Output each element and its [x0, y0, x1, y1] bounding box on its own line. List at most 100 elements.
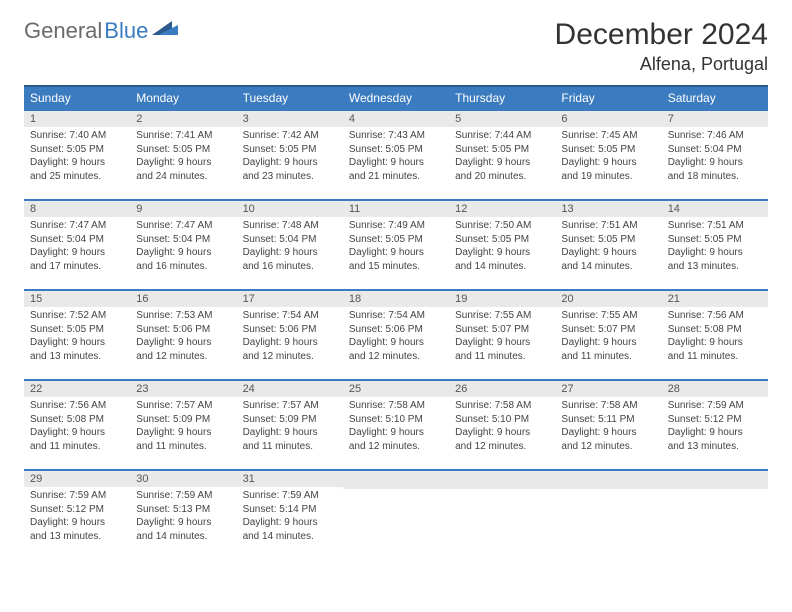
- day-info: Sunrise: 7:47 AMSunset: 5:04 PMDaylight:…: [24, 217, 130, 277]
- sunrise-label: Sunrise:: [30, 310, 67, 321]
- daylight-label: Daylight:: [455, 157, 494, 168]
- sunset-value: 5:04 PM: [279, 234, 316, 245]
- daylight-label: Daylight:: [561, 337, 600, 348]
- day-info: Sunrise: 7:44 AMSunset: 5:05 PMDaylight:…: [449, 127, 555, 187]
- calendar-week-row: 29Sunrise: 7:59 AMSunset: 5:12 PMDayligh…: [24, 470, 768, 559]
- sunrise-label: Sunrise:: [136, 310, 173, 321]
- sunrise-label: Sunrise:: [455, 220, 492, 231]
- day-number: 29: [24, 471, 130, 487]
- daylight-label: Daylight:: [455, 427, 494, 438]
- sunset-value: 5:12 PM: [704, 414, 741, 425]
- sunrise-label: Sunrise:: [349, 400, 386, 411]
- calendar-day-cell: [449, 470, 555, 559]
- sunset-label: Sunset:: [243, 324, 277, 335]
- sunrise-label: Sunrise:: [455, 130, 492, 141]
- location: Alfena, Portugal: [555, 54, 768, 75]
- day-number: 20: [555, 291, 661, 307]
- day-number: 13: [555, 201, 661, 217]
- sunset-label: Sunset:: [668, 414, 702, 425]
- sunset-label: Sunset:: [136, 324, 170, 335]
- sunset-label: Sunset:: [455, 234, 489, 245]
- sunrise-label: Sunrise:: [136, 400, 173, 411]
- day-number: 11: [343, 201, 449, 217]
- sunset-label: Sunset:: [668, 144, 702, 155]
- sunrise-label: Sunrise:: [243, 220, 280, 231]
- sunrise-label: Sunrise:: [30, 490, 67, 501]
- sunrise-label: Sunrise:: [455, 400, 492, 411]
- sunset-value: 5:05 PM: [279, 144, 316, 155]
- sunrise-value: 7:55 AM: [601, 310, 638, 321]
- sunrise-value: 7:42 AM: [282, 130, 319, 141]
- daylight-label: Daylight:: [243, 247, 282, 258]
- sunrise-value: 7:59 AM: [69, 490, 106, 501]
- day-info: Sunrise: 7:46 AMSunset: 5:04 PMDaylight:…: [662, 127, 768, 187]
- calendar-day-cell: 1Sunrise: 7:40 AMSunset: 5:05 PMDaylight…: [24, 110, 130, 200]
- day-info: Sunrise: 7:59 AMSunset: 5:13 PMDaylight:…: [130, 487, 236, 547]
- calendar-page: GeneralBlue December 2024 Alfena, Portug…: [0, 0, 792, 577]
- day-info: Sunrise: 7:49 AMSunset: 5:05 PMDaylight:…: [343, 217, 449, 277]
- daylight-label: Daylight:: [243, 337, 282, 348]
- calendar-day-cell: 18Sunrise: 7:54 AMSunset: 5:06 PMDayligh…: [343, 290, 449, 380]
- month-title: December 2024: [555, 18, 768, 52]
- day-number: 28: [662, 381, 768, 397]
- calendar-day-cell: 8Sunrise: 7:47 AMSunset: 5:04 PMDaylight…: [24, 200, 130, 290]
- sunrise-label: Sunrise:: [243, 130, 280, 141]
- calendar-week-row: 8Sunrise: 7:47 AMSunset: 5:04 PMDaylight…: [24, 200, 768, 290]
- sunrise-value: 7:58 AM: [388, 400, 425, 411]
- day-number: 23: [130, 381, 236, 397]
- day-info: Sunrise: 7:47 AMSunset: 5:04 PMDaylight:…: [130, 217, 236, 277]
- sunset-label: Sunset:: [243, 504, 277, 515]
- daylight-label: Daylight:: [136, 427, 175, 438]
- daylight-label: Daylight:: [30, 427, 69, 438]
- sunset-value: 5:05 PM: [67, 144, 104, 155]
- day-number: 17: [237, 291, 343, 307]
- day-info: Sunrise: 7:54 AMSunset: 5:06 PMDaylight:…: [343, 307, 449, 367]
- day-info: Sunrise: 7:56 AMSunset: 5:08 PMDaylight:…: [662, 307, 768, 367]
- sunset-value: 5:10 PM: [386, 414, 423, 425]
- sunset-label: Sunset:: [243, 234, 277, 245]
- sunset-value: 5:09 PM: [279, 414, 316, 425]
- day-number: 18: [343, 291, 449, 307]
- daylight-label: Daylight:: [30, 157, 69, 168]
- sunset-label: Sunset:: [30, 144, 64, 155]
- sunset-value: 5:13 PM: [173, 504, 210, 515]
- sunrise-label: Sunrise:: [30, 400, 67, 411]
- sunrise-label: Sunrise:: [561, 130, 598, 141]
- daylight-label: Daylight:: [349, 157, 388, 168]
- daylight-label: Daylight:: [455, 337, 494, 348]
- day-info: Sunrise: 7:53 AMSunset: 5:06 PMDaylight:…: [130, 307, 236, 367]
- sunrise-label: Sunrise:: [561, 220, 598, 231]
- sunset-label: Sunset:: [668, 234, 702, 245]
- sunrise-value: 7:47 AM: [176, 220, 213, 231]
- calendar-day-cell: [662, 470, 768, 559]
- day-info: Sunrise: 7:43 AMSunset: 5:05 PMDaylight:…: [343, 127, 449, 187]
- sunset-value: 5:12 PM: [67, 504, 104, 515]
- daylight-label: Daylight:: [561, 157, 600, 168]
- calendar-day-cell: 7Sunrise: 7:46 AMSunset: 5:04 PMDaylight…: [662, 110, 768, 200]
- day-info: Sunrise: 7:51 AMSunset: 5:05 PMDaylight:…: [555, 217, 661, 277]
- daylight-label: Daylight:: [136, 247, 175, 258]
- day-info: Sunrise: 7:55 AMSunset: 5:07 PMDaylight:…: [449, 307, 555, 367]
- day-number: 1: [24, 111, 130, 127]
- daylight-label: Daylight:: [561, 247, 600, 258]
- calendar-day-cell: 25Sunrise: 7:58 AMSunset: 5:10 PMDayligh…: [343, 380, 449, 470]
- sunset-value: 5:08 PM: [704, 324, 741, 335]
- sunrise-label: Sunrise:: [136, 220, 173, 231]
- daylight-label: Daylight:: [243, 427, 282, 438]
- daylight-label: Daylight:: [668, 427, 707, 438]
- daylight-label: Daylight:: [30, 337, 69, 348]
- sunset-label: Sunset:: [136, 504, 170, 515]
- day-number: 7: [662, 111, 768, 127]
- day-info: Sunrise: 7:57 AMSunset: 5:09 PMDaylight:…: [130, 397, 236, 457]
- sunset-value: 5:05 PM: [598, 234, 635, 245]
- calendar-day-cell: [343, 470, 449, 559]
- calendar-day-cell: 14Sunrise: 7:51 AMSunset: 5:05 PMDayligh…: [662, 200, 768, 290]
- sunset-label: Sunset:: [136, 234, 170, 245]
- sunrise-value: 7:43 AM: [388, 130, 425, 141]
- daylight-label: Daylight:: [136, 157, 175, 168]
- calendar-day-cell: 21Sunrise: 7:56 AMSunset: 5:08 PMDayligh…: [662, 290, 768, 380]
- sunset-label: Sunset:: [30, 504, 64, 515]
- day-number: 27: [555, 381, 661, 397]
- sunrise-label: Sunrise:: [243, 490, 280, 501]
- weekday-header-row: Sunday Monday Tuesday Wednesday Thursday…: [24, 86, 768, 110]
